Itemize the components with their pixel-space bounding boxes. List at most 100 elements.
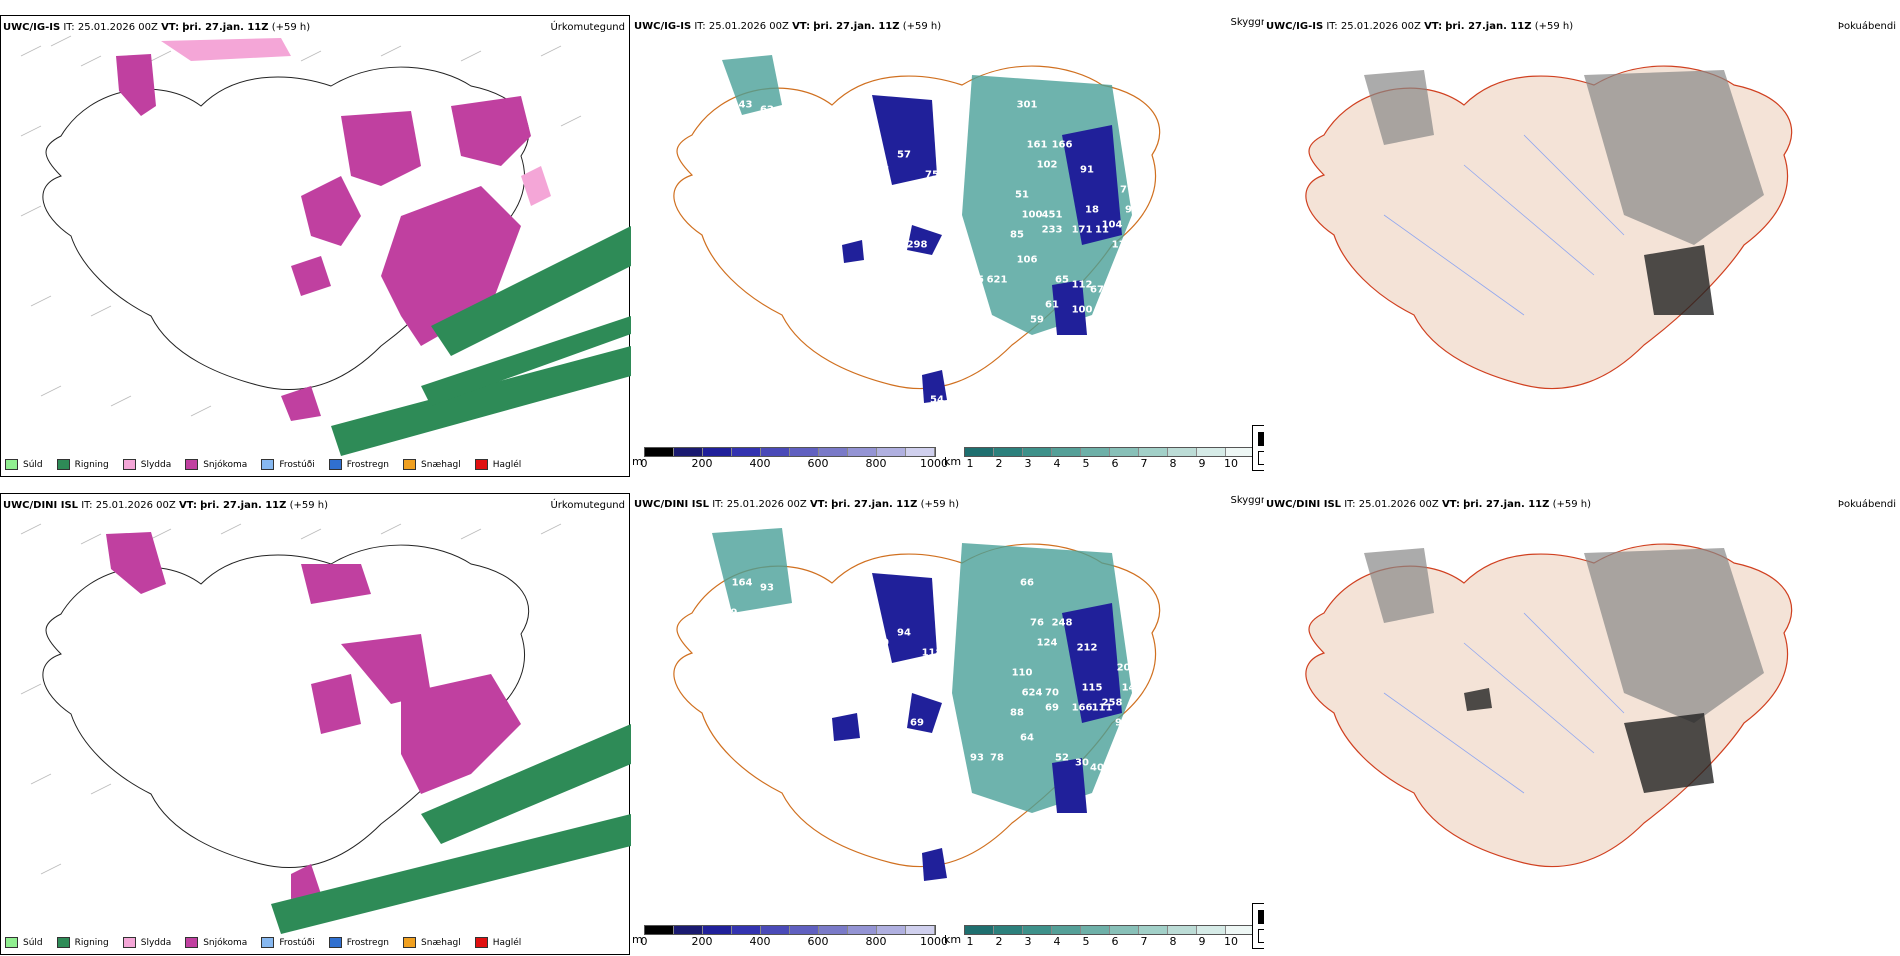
visibility-value-label: 246 [916, 274, 938, 286]
legend-item: Súld [5, 459, 43, 470]
visibility-map [673, 528, 1161, 881]
legend-label: Snjókoma [203, 937, 248, 948]
colorbar-segment [877, 448, 906, 456]
colorbar-tick-label: 2 [995, 457, 1003, 470]
colorbar-tick-label: 10 [1224, 935, 1238, 948]
colorbar-segment [906, 448, 935, 456]
visibility-value-label: 99 [890, 662, 904, 674]
legend-swatch [474, 937, 488, 948]
visibility-value-label: 90 [1125, 204, 1139, 216]
visibility-value-label: 451 [1041, 209, 1063, 221]
visibility-value-label: 57 [897, 149, 911, 161]
legend-label: Haglél [492, 937, 522, 948]
legend-item: Slydda [122, 459, 171, 470]
colorbar-tick-label: 10 [1224, 457, 1238, 470]
colorbar-segment [994, 448, 1023, 456]
visibility-value-label: 94 [897, 627, 911, 639]
visibility-value-label: 203 [1116, 662, 1138, 674]
visibility-value-label: 106 [1016, 254, 1038, 266]
colorbar-segment [1226, 448, 1255, 456]
legend-swatch [56, 937, 70, 948]
colorbar-segment [790, 448, 819, 456]
panel-header: UWC/DINI ISL IT: 25.01.2026 00Z VT: þri.… [1266, 499, 1592, 510]
legend-swatch [328, 937, 342, 948]
visibility-value-label: 68 [880, 737, 894, 749]
colorbar-tick-label: 1000 [920, 457, 948, 470]
visibility-value-label: 160 [1021, 339, 1043, 351]
visibility-value-label: 434 [901, 742, 923, 754]
legend-item: Haglél [474, 459, 521, 470]
visibility-value-label: 104 [936, 757, 958, 769]
visibility-value-label: 112 [1071, 279, 1093, 291]
colorbar-tick-label: 5 [1082, 457, 1090, 470]
visibility-value-label: 18 [1085, 204, 1099, 216]
visibility-value-label: 93 [970, 752, 984, 764]
visibility-value-label: 110 [916, 752, 938, 764]
legend-label: Súld [23, 937, 43, 948]
height-bar [644, 447, 936, 457]
colorbar-segment [1139, 926, 1168, 934]
visibility-value-label: 248 [1051, 617, 1073, 629]
legend-swatch [474, 459, 488, 470]
colorbar-tick-label: 7 [1140, 457, 1148, 470]
colorbar-tick-label: 600 [807, 457, 829, 470]
legend-swatch [185, 937, 199, 948]
colorbar-tick-label: 5 [1082, 935, 1090, 948]
colorbar-segment [732, 926, 761, 934]
colorbar-segment [1139, 448, 1168, 456]
visibility-value-label: 11 [1095, 224, 1109, 236]
visibility-value-label: 59 [1030, 314, 1044, 326]
legend-label: Súld [23, 459, 43, 470]
visibility-value-label: 78 [990, 752, 1004, 764]
legend-swatch [5, 937, 18, 948]
colorbar-segment [761, 926, 790, 934]
visibility-value-label: 111 [1091, 702, 1113, 714]
visibility-value-label: 161 [1026, 139, 1048, 151]
visibility-value-label: 98 [935, 597, 949, 609]
cloud-bar [964, 447, 1256, 457]
colorbar-segment [1081, 926, 1110, 934]
colorbar-tick-label: 6 [1111, 457, 1119, 470]
legend-swatch [403, 937, 417, 948]
visibility-value-label: 51 [875, 159, 889, 171]
legend-item: Snjókoma [185, 937, 247, 948]
colorbar-tick-label: 4 [1053, 457, 1061, 470]
visibility-value-label: 54 [930, 394, 944, 406]
colorbar-tick-label: 4 [1053, 935, 1061, 948]
colorbar-tick-label: 200 [691, 935, 713, 948]
visibility-value-label: 145 [1121, 682, 1143, 694]
colorbar-tick-label: 800 [865, 935, 887, 948]
visibility-value-label: 166 [1071, 702, 1093, 714]
visibility-value-label: 166 [1051, 139, 1073, 151]
legend-label: Slydda [140, 937, 172, 948]
visibility-value-label: 95 [970, 274, 984, 286]
legend-swatch [5, 459, 18, 470]
fog-panel-row2: UWC/DINI ISL IT: 25.01.2026 00Z VT: þri.… [1264, 493, 1900, 955]
colorbar-segment [1168, 448, 1197, 456]
colorbar-segment [1197, 926, 1226, 934]
colorbar-tick-label: 1 [966, 457, 974, 470]
colorbar-segment [1052, 448, 1081, 456]
panel-title: Þokuábendi [1837, 499, 1896, 510]
visibility-value-label: 69 [910, 717, 924, 729]
precip-legend: Súld Rigning Slydda Snjókoma Frostúði Fr… [5, 459, 521, 470]
legend-label: Snæhagl [421, 459, 461, 470]
legend-label: Frostúði [279, 937, 315, 948]
colorbar-segment [732, 448, 761, 456]
colorbar-tick-label: 8 [1169, 935, 1177, 948]
legend-swatch [403, 459, 417, 470]
legend-swatch [328, 459, 342, 470]
visibility-value-label: 93 [760, 582, 774, 594]
legend-swatch [122, 459, 136, 470]
visibility-value-label: 301 [1016, 99, 1038, 111]
visibility-value-label: 20 [875, 637, 889, 649]
visibility-value-label: 104 [1101, 219, 1123, 231]
height-colorbar: m 0 200 400 600 800 1000 [632, 925, 948, 949]
precip-legend: Súld Rigning Slydda Snjókoma Frostúði Fr… [5, 937, 521, 948]
visibility-value-label: 73 [905, 264, 919, 276]
visibility-value-label: 100 [1021, 209, 1043, 221]
legend-item: Snjókoma [185, 459, 247, 470]
visibility-value-label: 69 [1045, 702, 1059, 714]
legend-item: Frostúði [261, 459, 315, 470]
panel-header: UWC/DINI ISL IT: 25.01.2026 00Z VT: þri.… [3, 500, 329, 511]
